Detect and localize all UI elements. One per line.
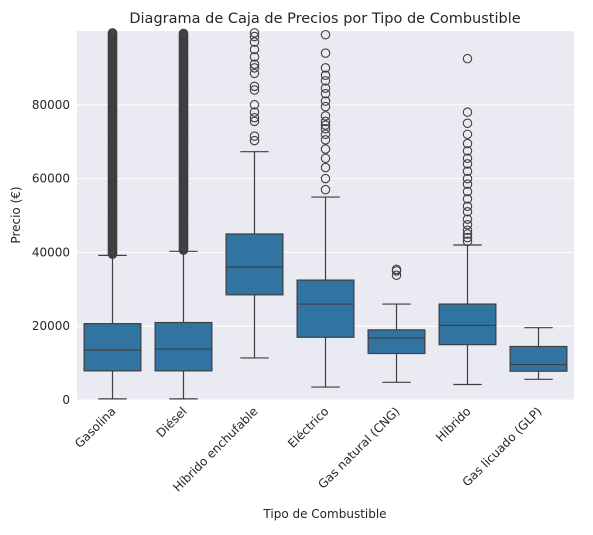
- box-2: [225, 28, 284, 359]
- outlier-point: [320, 83, 331, 93]
- outlier-point: [320, 173, 331, 184]
- chart-title: Diagrama de Caja de Precios por Tipo de …: [129, 11, 520, 27]
- box-4: [367, 264, 426, 383]
- outlier-point: [320, 153, 331, 164]
- outlier-point: [462, 179, 473, 189]
- x-tick-label-0: Gasolina: [72, 404, 119, 451]
- outlier-point: [462, 107, 473, 117]
- outlier-point: [462, 194, 473, 204]
- outlier-point: [462, 232, 473, 243]
- outlier-point: [320, 116, 331, 127]
- outlier-point: [249, 116, 260, 127]
- outlier-point: [462, 129, 473, 140]
- box-iqr: [225, 233, 284, 296]
- outlier-point: [249, 59, 260, 69]
- box-0: [83, 28, 142, 400]
- outlier-point: [391, 264, 402, 275]
- outlier-point: [320, 101, 331, 112]
- y-tick-label: 40000: [32, 245, 70, 259]
- x-tick-label-5: Híbrido: [433, 404, 473, 444]
- outlier-point: [249, 44, 260, 55]
- box-5: [438, 53, 497, 386]
- outlier-point: [462, 138, 473, 149]
- outlier-point: [249, 135, 260, 146]
- outlier-point: [320, 111, 331, 121]
- boxes: [83, 28, 568, 400]
- y-tick-label: 80000: [32, 98, 70, 112]
- outlier-point: [320, 70, 331, 81]
- outlier-point: [462, 236, 473, 247]
- box-iqr: [438, 303, 497, 346]
- outlier-point: [462, 173, 473, 184]
- outlier-point: [320, 129, 331, 140]
- outlier-point: [320, 144, 331, 154]
- outlier-point: [320, 184, 331, 195]
- outlier-point: [462, 186, 473, 197]
- outlier-point: [249, 100, 260, 110]
- outlier-point: [249, 81, 260, 92]
- outlier-point: [249, 52, 260, 62]
- outlier-point: [462, 225, 473, 236]
- y-tick-label: 60000: [32, 172, 70, 186]
- box-6: [509, 327, 568, 380]
- outlier-point: [462, 201, 473, 212]
- outlier-point: [320, 76, 331, 86]
- outlier-point: [462, 166, 473, 176]
- outlier-point: [462, 214, 473, 224]
- outlier-point: [107, 28, 118, 38]
- outlier-point: [320, 124, 331, 134]
- outlier-point: [320, 120, 331, 130]
- outlier-point: [249, 31, 260, 42]
- outlier-point: [249, 107, 260, 117]
- box-iqr: [296, 279, 355, 338]
- outlier-point: [320, 48, 331, 58]
- outlier-point: [462, 229, 473, 239]
- outlier-point: [320, 162, 331, 173]
- outlier-point: [320, 63, 331, 73]
- outlier-point: [462, 219, 473, 230]
- y-tick-label: 20000: [32, 319, 70, 333]
- y-tick-label: 0: [62, 393, 70, 407]
- y-tick-labels: 0 20000 40000 60000 80000: [32, 98, 70, 407]
- x-tick-label-1: Diésel: [154, 404, 190, 440]
- outlier-point: [249, 68, 260, 79]
- outlier-point: [249, 63, 260, 73]
- box-iqr: [83, 323, 142, 372]
- x-tick-label-6: Gas licuado (GLP): [460, 404, 545, 489]
- outlier-point: [249, 112, 260, 123]
- y-axis-label: Precio (€): [9, 186, 23, 243]
- outlier-point: [249, 85, 260, 95]
- outlier-point: [320, 88, 331, 99]
- x-tick-label-3: Eléctrico: [285, 404, 332, 451]
- outlier-point: [462, 207, 473, 217]
- box-iqr: [367, 329, 426, 355]
- outlier-point: [462, 53, 473, 64]
- outlier-point: [320, 135, 331, 145]
- outlier-point: [249, 37, 260, 47]
- outlier-point: [462, 159, 473, 169]
- outlier-point: [320, 96, 331, 106]
- outlier-point: [462, 153, 473, 164]
- outlier-point: [391, 270, 402, 281]
- outlier-point: [320, 29, 331, 40]
- outlier-point: [249, 28, 260, 38]
- box-1: [154, 28, 213, 400]
- box-3: [296, 29, 355, 388]
- outlier-point: [249, 131, 260, 141]
- box-iqr: [154, 321, 213, 372]
- x-axis-label: Tipo de Combustible: [262, 507, 386, 521]
- outlier-point: [462, 146, 473, 156]
- outlier-point: [178, 28, 189, 39]
- box-iqr: [509, 345, 568, 372]
- outlier-point: [462, 118, 473, 129]
